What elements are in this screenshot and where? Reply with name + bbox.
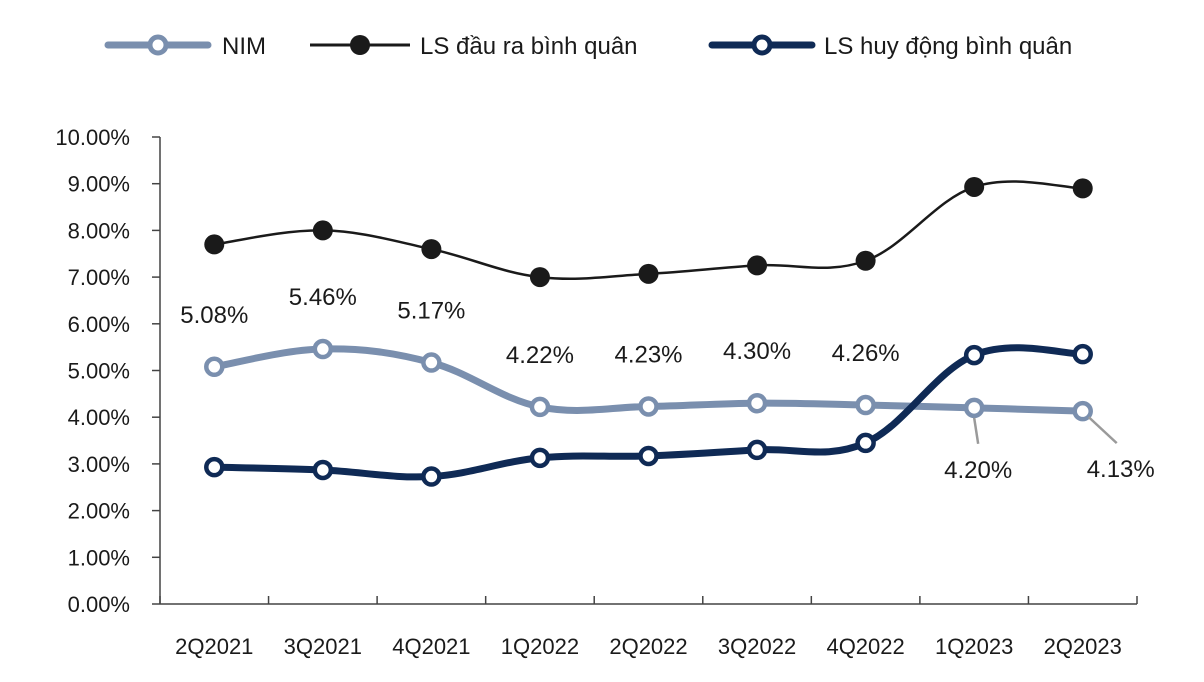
data-label-nim: 4.13% [1087,456,1155,483]
x-tick-label: 3Q2022 [718,634,796,659]
legend-item-ls-huy-dong: LS huy động bình quân [708,33,1072,60]
x-tick-label: 1Q2022 [501,634,579,659]
point-ls-dau-ra [312,220,333,241]
series-ls-huy-dong [204,343,1093,487]
data-labels: 5.08% 5.46% 5.17% 4.22% 4.23% 4.30% 4.26% 4.20%… [180,284,1155,484]
y-tick-label: 6.00% [68,312,130,337]
point-nim [638,396,659,417]
point-ls-huy-dong [963,344,985,366]
data-label-nim: 5.08% [180,302,248,329]
point-ls-huy-dong [312,459,334,481]
point-nim [312,338,334,360]
point-ls-dau-ra [204,234,225,255]
legend: NIM LS đầu ra bình quân LS huy động bình… [104,33,1072,60]
x-tick-label: 2Q2021 [175,634,253,659]
point-nim [204,356,225,378]
data-label-nim: 4.20% [944,457,1012,484]
y-tick-label: 7.00% [68,265,130,290]
point-ls-dau-ra [1072,178,1093,199]
legend-label-nim: NIM [222,33,266,60]
y-tick-label: 5.00% [68,359,130,384]
point-ls-dau-ra [529,267,550,288]
point-nim [963,397,985,419]
x-tick-label: 2Q2023 [1044,634,1122,659]
x-tick-label: 4Q2022 [826,634,904,659]
legend-item-ls-dau-ra: LS đầu ra bình quân [310,33,638,60]
point-ls-dau-ra [638,263,659,284]
legend-item-nim: NIM [104,33,266,60]
point-ls-huy-dong [855,432,876,454]
point-nim [1072,400,1093,422]
leader-line [972,417,980,445]
point-ls-huy-dong [746,439,768,461]
data-label-nim: 4.23% [614,341,682,368]
point-ls-huy-dong [421,466,442,487]
leader-line [1087,416,1118,445]
series-ls-dau-ra [204,176,1093,288]
x-tick-label: 1Q2023 [935,634,1013,659]
series-layer [204,176,1093,487]
legend-label-ls-huy-dong: LS huy động bình quân [824,33,1072,60]
data-label-nim: 5.46% [289,284,357,311]
point-ls-huy-dong [1072,343,1093,365]
point-ls-huy-dong [204,456,225,478]
data-label-nim: 5.17% [397,298,465,325]
axes: 0.00% 1.00% 2.00% 3.00% 4.00% 5.00% 6.00% 7.00%… [55,125,1138,659]
y-tick-label: 0.00% [68,592,130,617]
point-ls-dau-ra [964,176,985,197]
y-tick-label: 3.00% [68,452,130,477]
data-label-nim: 4.30% [723,338,791,365]
series-nim [204,338,1093,422]
point-ls-huy-dong [638,445,659,467]
y-tick-label: 8.00% [68,218,130,243]
point-ls-huy-dong [529,447,551,469]
x-tick-label: 4Q2021 [392,634,470,659]
y-tick-label: 10.00% [55,125,130,150]
y-tick-label: 2.00% [68,499,130,524]
y-tick-label: 4.00% [68,405,130,430]
point-ls-dau-ra [747,255,768,276]
point-nim [529,396,551,418]
y-tick-label: 9.00% [68,172,130,197]
data-label-nim: 4.26% [832,340,900,367]
point-nim [421,352,442,373]
y-tick-label: 1.00% [68,545,130,570]
point-ls-dau-ra [421,239,442,260]
x-tick-label: 2Q2022 [609,634,687,659]
legend-label-ls-dau-ra: LS đầu ra bình quân [420,33,638,60]
point-ls-dau-ra [855,250,876,271]
point-nim [855,394,876,416]
x-tick-label: 3Q2021 [284,634,362,659]
point-nim [746,392,768,414]
data-label-nim: 4.22% [506,342,574,369]
